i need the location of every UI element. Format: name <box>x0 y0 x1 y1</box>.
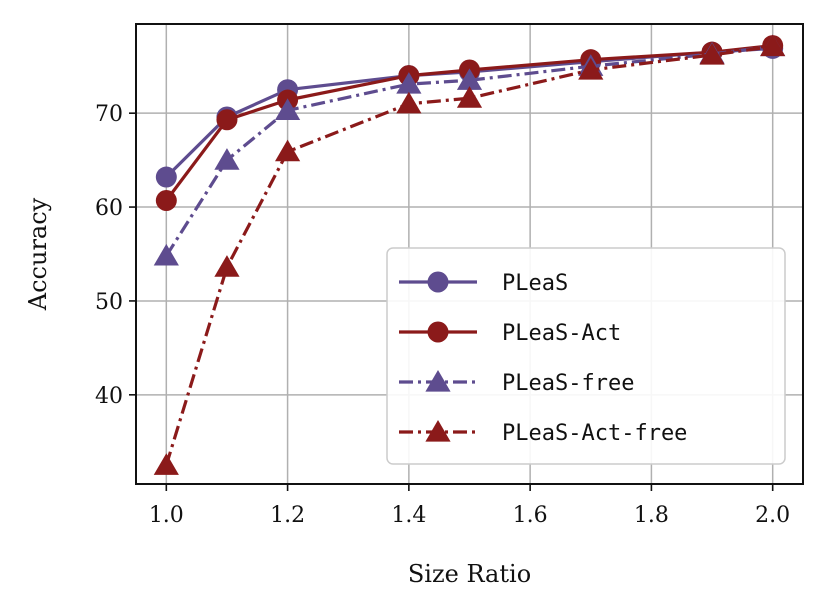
data-point <box>760 34 786 57</box>
series-pleas-act <box>155 35 784 211</box>
data-point <box>274 139 301 162</box>
y-tick-label: 70 <box>95 102 123 127</box>
data-point <box>396 91 422 114</box>
series-pleas-act-free <box>153 34 786 475</box>
legend: PLeaS PLeaS-Act PLeaS-free PLeaS-Act-free <box>386 247 786 465</box>
legend-box <box>386 247 786 465</box>
legend-marker <box>427 271 449 293</box>
legend-label: PLeaS-free <box>502 371 634 396</box>
y-tick-label: 60 <box>95 196 123 221</box>
data-point <box>216 109 238 131</box>
x-tick-label: 1.4 <box>391 503 426 528</box>
series-pleas-free <box>153 34 786 266</box>
y-axis-label: Accuracy <box>24 197 52 311</box>
data-point <box>456 86 483 108</box>
legend-entry: PLeaS-Act <box>399 321 621 346</box>
axis-ticks: 1.0 1.2 1.4 1.6 1.8 2.0 40 50 60 70 <box>95 102 790 528</box>
legend-entry: PLeaS-free <box>399 370 634 396</box>
data-point <box>155 189 177 211</box>
x-tick-label: 2.0 <box>755 503 790 528</box>
data-point <box>456 68 483 90</box>
legend-entry: PLeaS-Act-free <box>399 420 687 446</box>
x-tick-label: 1.2 <box>270 503 305 528</box>
data-point <box>214 255 240 277</box>
data-point <box>578 58 604 80</box>
legend-marker <box>425 420 451 442</box>
data-point <box>153 453 179 475</box>
x-tick-label: 1.8 <box>634 503 669 528</box>
x-tick-label: 1.0 <box>149 503 184 528</box>
data-point <box>396 72 422 94</box>
data-point <box>214 148 240 170</box>
series-line <box>164 44 773 466</box>
legend-label: PLeaS <box>502 271 568 296</box>
legend-label: PLeaS-Act <box>502 321 621 346</box>
data-point <box>699 42 725 65</box>
legend-label: PLeaS-Act-free <box>502 421 687 446</box>
series-line <box>165 44 773 202</box>
data-point <box>155 166 177 188</box>
data-point <box>274 98 301 120</box>
legend-marker <box>425 370 451 392</box>
data-point <box>153 243 179 266</box>
x-axis-label: Size Ratio <box>408 560 531 588</box>
legend-entry: PLeaS <box>399 271 568 296</box>
plot-frame <box>135 23 804 485</box>
series-line <box>164 44 773 257</box>
x-tick-label: 1.6 <box>513 503 548 528</box>
legend-marker <box>427 321 449 343</box>
series-layer <box>153 34 786 475</box>
y-tick-label: 50 <box>95 290 123 315</box>
y-tick-label: 40 <box>95 384 123 409</box>
